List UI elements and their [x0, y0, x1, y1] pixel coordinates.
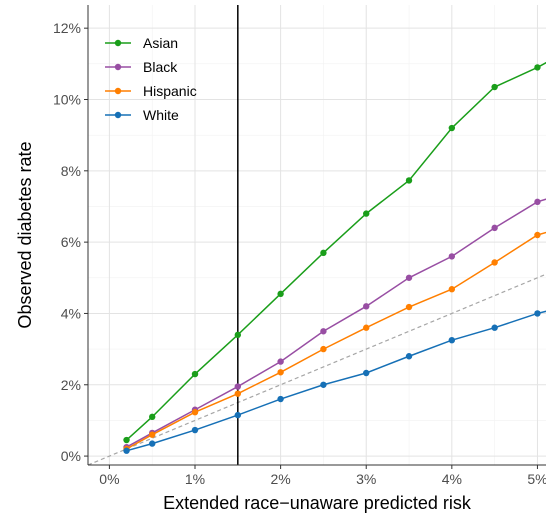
- series-line-asian: [126, 61, 546, 441]
- plot-area: [88, 5, 546, 465]
- legend-marker-hispanic: [114, 87, 122, 95]
- data-point-white: [320, 381, 327, 388]
- data-point-white: [277, 395, 284, 403]
- legend-label-white: White: [143, 107, 179, 123]
- x-tick-label: 4%: [442, 471, 462, 487]
- data-point-hispanic: [149, 431, 156, 438]
- data-point-black: [320, 328, 327, 335]
- data-point-hispanic: [534, 231, 541, 239]
- data-point-black: [405, 274, 413, 281]
- data-point-asian: [534, 64, 541, 71]
- data-point-black: [363, 303, 370, 310]
- data-point-white: [491, 324, 498, 331]
- data-point-hispanic: [405, 303, 413, 311]
- data-point-hispanic: [277, 369, 284, 376]
- x-tick-label: 0%: [99, 471, 119, 487]
- data-point-hispanic: [320, 345, 327, 353]
- y-tick-label: 0%: [61, 448, 81, 464]
- data-point-asian: [320, 249, 327, 257]
- data-point-black: [277, 358, 284, 365]
- data-point-white: [149, 440, 156, 447]
- plot-panel: [88, 5, 546, 465]
- legend-marker-black: [114, 63, 122, 71]
- series-line-black: [126, 198, 546, 448]
- data-point-hispanic: [234, 390, 242, 397]
- data-point-asian: [149, 413, 156, 421]
- y-tick-label: 4%: [61, 305, 81, 321]
- data-point-hispanic: [448, 286, 456, 293]
- data-point-asian: [123, 436, 130, 444]
- data-point-white: [123, 447, 130, 454]
- data-point-hispanic: [491, 259, 498, 266]
- x-tick-label: 3%: [356, 471, 376, 487]
- data-point-white: [234, 411, 242, 419]
- reference-line: [88, 273, 546, 465]
- y-axis-title: Observed diabetes rate: [15, 141, 35, 328]
- y-tick-label: 12%: [53, 20, 81, 36]
- data-point-black: [234, 383, 242, 390]
- data-point-white: [405, 353, 413, 360]
- series-line-hispanic: [126, 231, 546, 450]
- legend-label-hispanic: Hispanic: [143, 83, 197, 99]
- series-layer: [123, 61, 546, 454]
- x-axis-title: Extended race−unaware predicted risk: [163, 493, 472, 513]
- data-point-white: [191, 426, 199, 434]
- y-tick-label: 2%: [61, 377, 81, 393]
- legend-label-asian: Asian: [143, 35, 178, 51]
- y-tick-label: 6%: [61, 234, 81, 250]
- data-point-black: [534, 198, 541, 206]
- data-point-white: [448, 336, 456, 344]
- data-point-white: [363, 369, 370, 377]
- data-point-asian: [405, 177, 413, 184]
- x-tick-label: 2%: [270, 471, 290, 487]
- data-point-hispanic: [191, 409, 199, 416]
- legend-marker-white: [114, 111, 122, 119]
- x-tick-label: 1%: [185, 471, 205, 487]
- x-ticks: 0% 1% 2% 3% 4% 5%: [99, 465, 546, 487]
- data-point-asian: [363, 210, 370, 217]
- data-point-black: [491, 224, 498, 232]
- y-tick-label: 10%: [53, 91, 81, 107]
- data-point-hispanic: [363, 324, 370, 331]
- y-ticks: 0% 2% 4% 6% 8% 10% 12%: [53, 20, 88, 464]
- x-tick-label: 5%: [527, 471, 546, 487]
- legend-marker-asian: [114, 39, 122, 47]
- y-tick-label: 8%: [61, 163, 81, 179]
- legend-label-black: Black: [143, 59, 178, 75]
- legend: Asian Black Hispanic White: [105, 35, 197, 123]
- data-point-asian: [491, 83, 498, 91]
- data-point-asian: [448, 124, 456, 132]
- grid-major: [88, 5, 546, 465]
- series-line-white: [126, 310, 546, 452]
- data-point-asian: [191, 370, 199, 378]
- data-point-asian: [277, 290, 284, 298]
- data-point-black: [448, 253, 456, 260]
- data-point-white: [534, 310, 541, 317]
- data-point-asian: [234, 331, 242, 339]
